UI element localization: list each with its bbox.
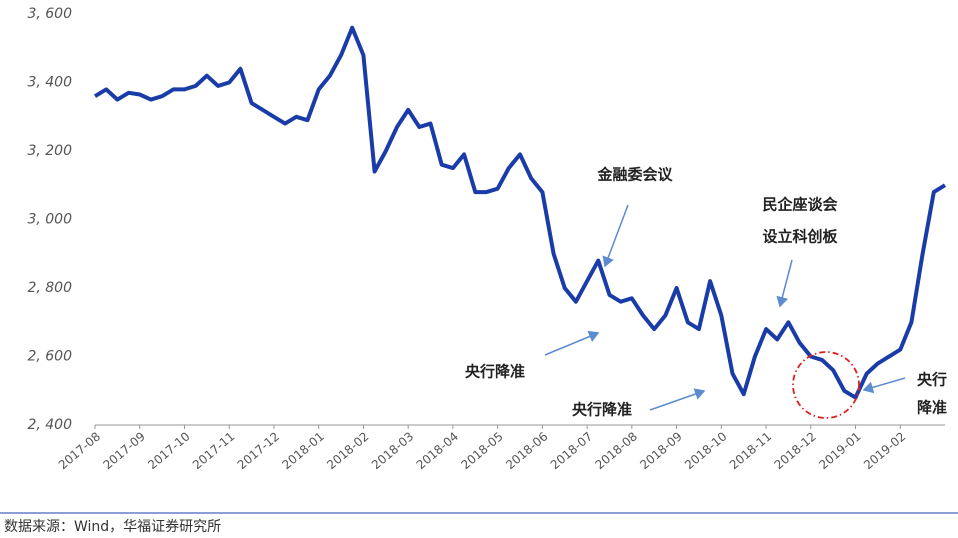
x-tick-label: 2018-12 — [772, 429, 819, 472]
line-series — [93, 25, 947, 400]
highlight-circle — [792, 351, 860, 419]
arrows — [544, 204, 906, 411]
annotation: 金融委会议 — [596, 166, 673, 184]
x-tick-label: 2018-02 — [324, 429, 371, 472]
x-tick-label: 2018-11 — [727, 429, 774, 472]
y-tick-label: 2, 800 — [27, 280, 72, 296]
annotation: 设立科创板 — [762, 228, 838, 246]
x-tick-label: 2018-10 — [682, 429, 729, 472]
y-tick-label: 3, 200 — [27, 143, 72, 159]
x-tick-label: 2018-03 — [369, 429, 416, 472]
annotation: 降准 — [917, 399, 947, 417]
annotation: 民企座谈会 — [762, 196, 837, 214]
y-tick-label: 3, 600 — [27, 6, 72, 22]
y-tick-label: 3, 000 — [27, 212, 72, 228]
y-tick-label: 2, 600 — [27, 349, 72, 365]
y-tick-label: 3, 400 — [27, 75, 72, 91]
x-tick-label: 2018-09 — [637, 429, 684, 472]
x-tick-label: 2018-06 — [503, 429, 550, 472]
annotation: 央行降准 — [572, 401, 632, 419]
x-tick-label: 2017-12 — [235, 429, 282, 472]
x-tick-label: 2018-04 — [414, 429, 461, 472]
source: 数据来源：Wind，华福证券研究所 — [4, 519, 221, 535]
x-tick-label: 2018-07 — [548, 429, 595, 472]
x-tick-label: 2019-01 — [816, 429, 863, 472]
x-tick-label: 2018-01 — [279, 429, 326, 472]
x-tick-label: 2017-08 — [56, 429, 103, 472]
x-tick-label: 2018-08 — [593, 429, 640, 472]
x-tick-label: 2017-09 — [101, 429, 148, 472]
x-tick-label: 2017-11 — [190, 429, 237, 472]
annotation: 央行 — [917, 371, 947, 389]
x-tick-label: 2017-10 — [145, 429, 192, 472]
x-tick-label: 2019-02 — [861, 429, 908, 472]
y-tick-label: 2, 400 — [27, 417, 72, 433]
annotation: 央行降准 — [465, 363, 525, 381]
x-tick-label: 2018-05 — [458, 429, 505, 472]
